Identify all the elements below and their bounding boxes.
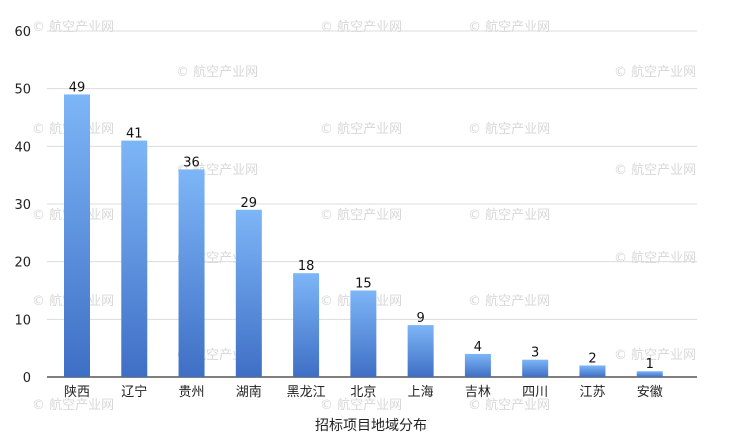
bar [407, 325, 434, 377]
x-category-label: 吉林 [465, 385, 491, 400]
y-tick-label: 0 [23, 371, 31, 386]
watermark-text: © 航空产业网 [320, 19, 402, 35]
bar [121, 140, 148, 377]
watermark-text: © 航空产业网 [32, 397, 114, 413]
bar [464, 353, 491, 377]
watermark-text: © 航空产业网 [176, 64, 258, 80]
y-tick-label: 20 [14, 256, 31, 271]
bar-value-label: 3 [531, 346, 539, 361]
bar-value-label: 29 [241, 196, 258, 211]
y-tick-label: 40 [14, 140, 31, 155]
y-tick-label: 50 [14, 83, 31, 98]
bar-value-label: 15 [355, 277, 372, 292]
watermark-text: © 航空产业网 [32, 19, 114, 35]
bar [350, 290, 377, 377]
y-tick-label: 30 [14, 198, 31, 213]
x-category-label: 湖南 [236, 384, 262, 400]
bar [636, 371, 663, 377]
bar [178, 169, 205, 377]
bar-value-label: 18 [298, 259, 315, 274]
x-category-label: 安徽 [637, 385, 663, 400]
y-axis-ticks: 0 10 20 30 40 50 60 [14, 25, 31, 386]
x-category-label: 陕西 [64, 385, 90, 400]
watermark-text: © 航空产业网 [320, 397, 402, 413]
watermark-text: © 航空产业网 [468, 207, 550, 223]
y-tick-label: 10 [14, 313, 31, 328]
value-labels: 49 41 36 29 18 15 9 4 3 2 1 [69, 80, 654, 372]
watermark-text: © 航空产业网 [468, 293, 550, 309]
x-category-label: 贵州 [179, 385, 205, 400]
watermark-text: © 航空产业网 [614, 250, 696, 266]
x-category-label: 上海 [408, 385, 434, 400]
bar-value-label: 41 [126, 127, 143, 142]
x-category-label: 辽宁 [121, 384, 147, 400]
watermark-text: © 航空产业网 [614, 347, 696, 363]
bar [235, 209, 262, 377]
watermark-text: © 航空产业网 [468, 397, 550, 413]
x-category-label: 北京 [350, 385, 376, 400]
watermark-text: © 航空产业网 [468, 19, 550, 35]
x-axis-categories: 陕西 辽宁 贵州 湖南 黑龙江 北京 上海 吉林 四川 江苏 安徽 [64, 384, 663, 400]
watermark-text: © 航空产业网 [614, 64, 696, 80]
bar-value-label: 1 [646, 357, 654, 372]
bar [293, 273, 320, 377]
bar [522, 359, 549, 377]
bar [579, 365, 606, 377]
bar-value-label: 36 [183, 155, 200, 170]
watermark-text: © 航空产业网 [320, 121, 402, 137]
x-category-label: 四川 [522, 385, 548, 400]
bar-value-label: 49 [69, 80, 86, 95]
bar-value-label: 4 [474, 340, 482, 355]
bar [64, 94, 90, 377]
x-category-label: 江苏 [579, 384, 605, 400]
watermark-text: © 航空产业网 [614, 162, 696, 178]
x-axis-label: 招标项目地域分布 [315, 418, 427, 434]
watermark-text: © 航空产业网 [468, 121, 550, 137]
watermark-text: © 航空产业网 [320, 207, 402, 223]
bar-value-label: 2 [588, 351, 596, 366]
y-tick-label: 60 [14, 25, 31, 40]
bar-value-label: 9 [416, 311, 424, 326]
x-category-label: 黑龙江 [287, 385, 326, 400]
bars [64, 94, 663, 377]
